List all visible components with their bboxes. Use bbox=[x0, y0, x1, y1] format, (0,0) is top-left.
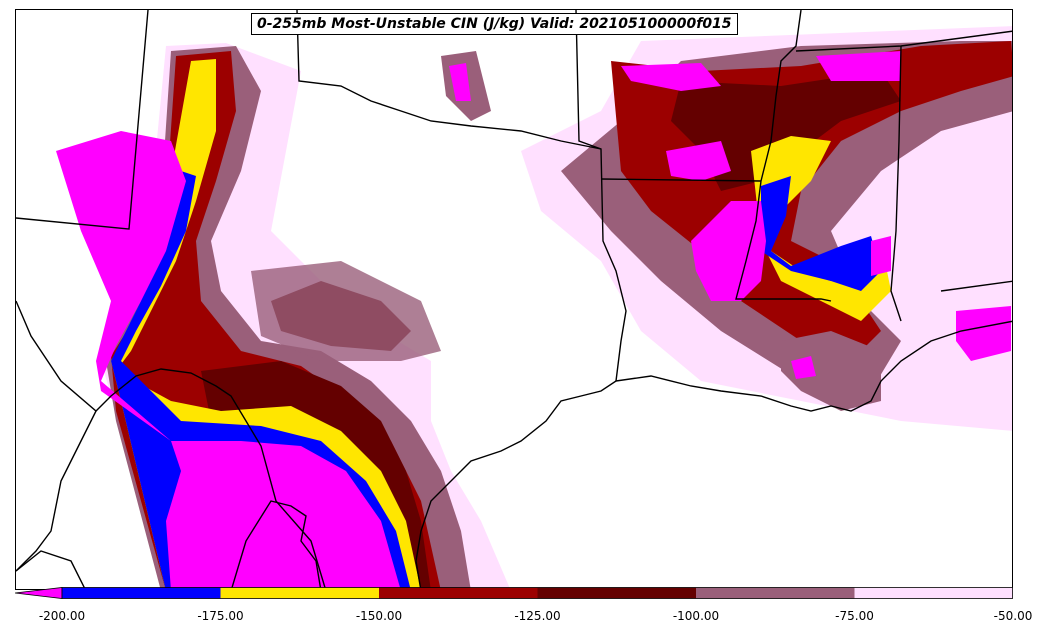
colorbar-bin-0 bbox=[62, 587, 221, 599]
east-magenta-la-2 bbox=[871, 236, 891, 276]
colorbar-tick-label: -200.00 bbox=[38, 609, 86, 623]
east-magenta-north bbox=[621, 63, 721, 91]
colorbar-tick-label: -125.00 bbox=[514, 609, 561, 623]
colorbar-extend-min bbox=[15, 587, 63, 599]
colorbar-bin-4 bbox=[696, 587, 855, 599]
east-cin-field bbox=[521, 26, 1012, 431]
map-panel bbox=[15, 9, 1013, 590]
border-mexico-inner bbox=[230, 500, 322, 589]
boundaries bbox=[16, 10, 1012, 589]
west-cin-field bbox=[56, 43, 511, 589]
border-ar-la bbox=[600, 178, 762, 182]
border-ms-al bbox=[890, 45, 902, 322]
border-al-ga bbox=[940, 280, 1012, 292]
cin-map bbox=[16, 10, 1012, 589]
east-darkred-band bbox=[671, 71, 901, 191]
border-nm-az bbox=[16, 10, 149, 230]
la-coastline bbox=[615, 320, 1012, 412]
colorbar-tick-label: -175.00 bbox=[197, 609, 244, 623]
border-ok-tx-red-river bbox=[575, 10, 627, 382]
border-tx-mexico-south bbox=[16, 410, 97, 572]
colorbar-tick-label: -100.00 bbox=[672, 609, 720, 623]
border-ms-river bbox=[735, 180, 832, 302]
colorbar-tick-label: -75.00 bbox=[835, 609, 874, 623]
gulf-coastline bbox=[415, 380, 617, 589]
colorbar-tick-label: -50.00 bbox=[993, 609, 1033, 623]
colorbar bbox=[15, 587, 1013, 599]
east-magenta-ar bbox=[666, 141, 731, 181]
west-magenta-core bbox=[56, 131, 401, 589]
colorbar-tick-label: -150.00 bbox=[355, 609, 403, 623]
border-nm-tx-west bbox=[16, 300, 327, 589]
gulf-coast-patches bbox=[781, 331, 881, 411]
map-title: 0-255mb Most-Unstable CIN (J/kg) Valid: … bbox=[251, 13, 738, 35]
colorbar-bin-5 bbox=[854, 587, 1013, 599]
east-magenta-northeast bbox=[816, 51, 901, 81]
east-magenta-ms bbox=[691, 201, 766, 301]
border-ar-ms bbox=[760, 10, 802, 182]
border-tx-panhandle-west bbox=[296, 10, 602, 150]
central-texas-mauve-patch bbox=[251, 261, 441, 361]
colorbar-bin-3 bbox=[537, 587, 696, 599]
border-tn-north bbox=[795, 30, 1012, 52]
colorbar-bin-2 bbox=[379, 587, 538, 599]
panhandle-magenta bbox=[449, 63, 471, 101]
gulf-coast-magenta bbox=[791, 356, 816, 379]
colorbar-outline bbox=[61, 587, 1013, 599]
border-mexico-state bbox=[16, 550, 86, 589]
east-magenta-la bbox=[956, 306, 1011, 361]
colorbar-bin-1 bbox=[220, 587, 379, 599]
east-blue-band bbox=[761, 176, 881, 291]
